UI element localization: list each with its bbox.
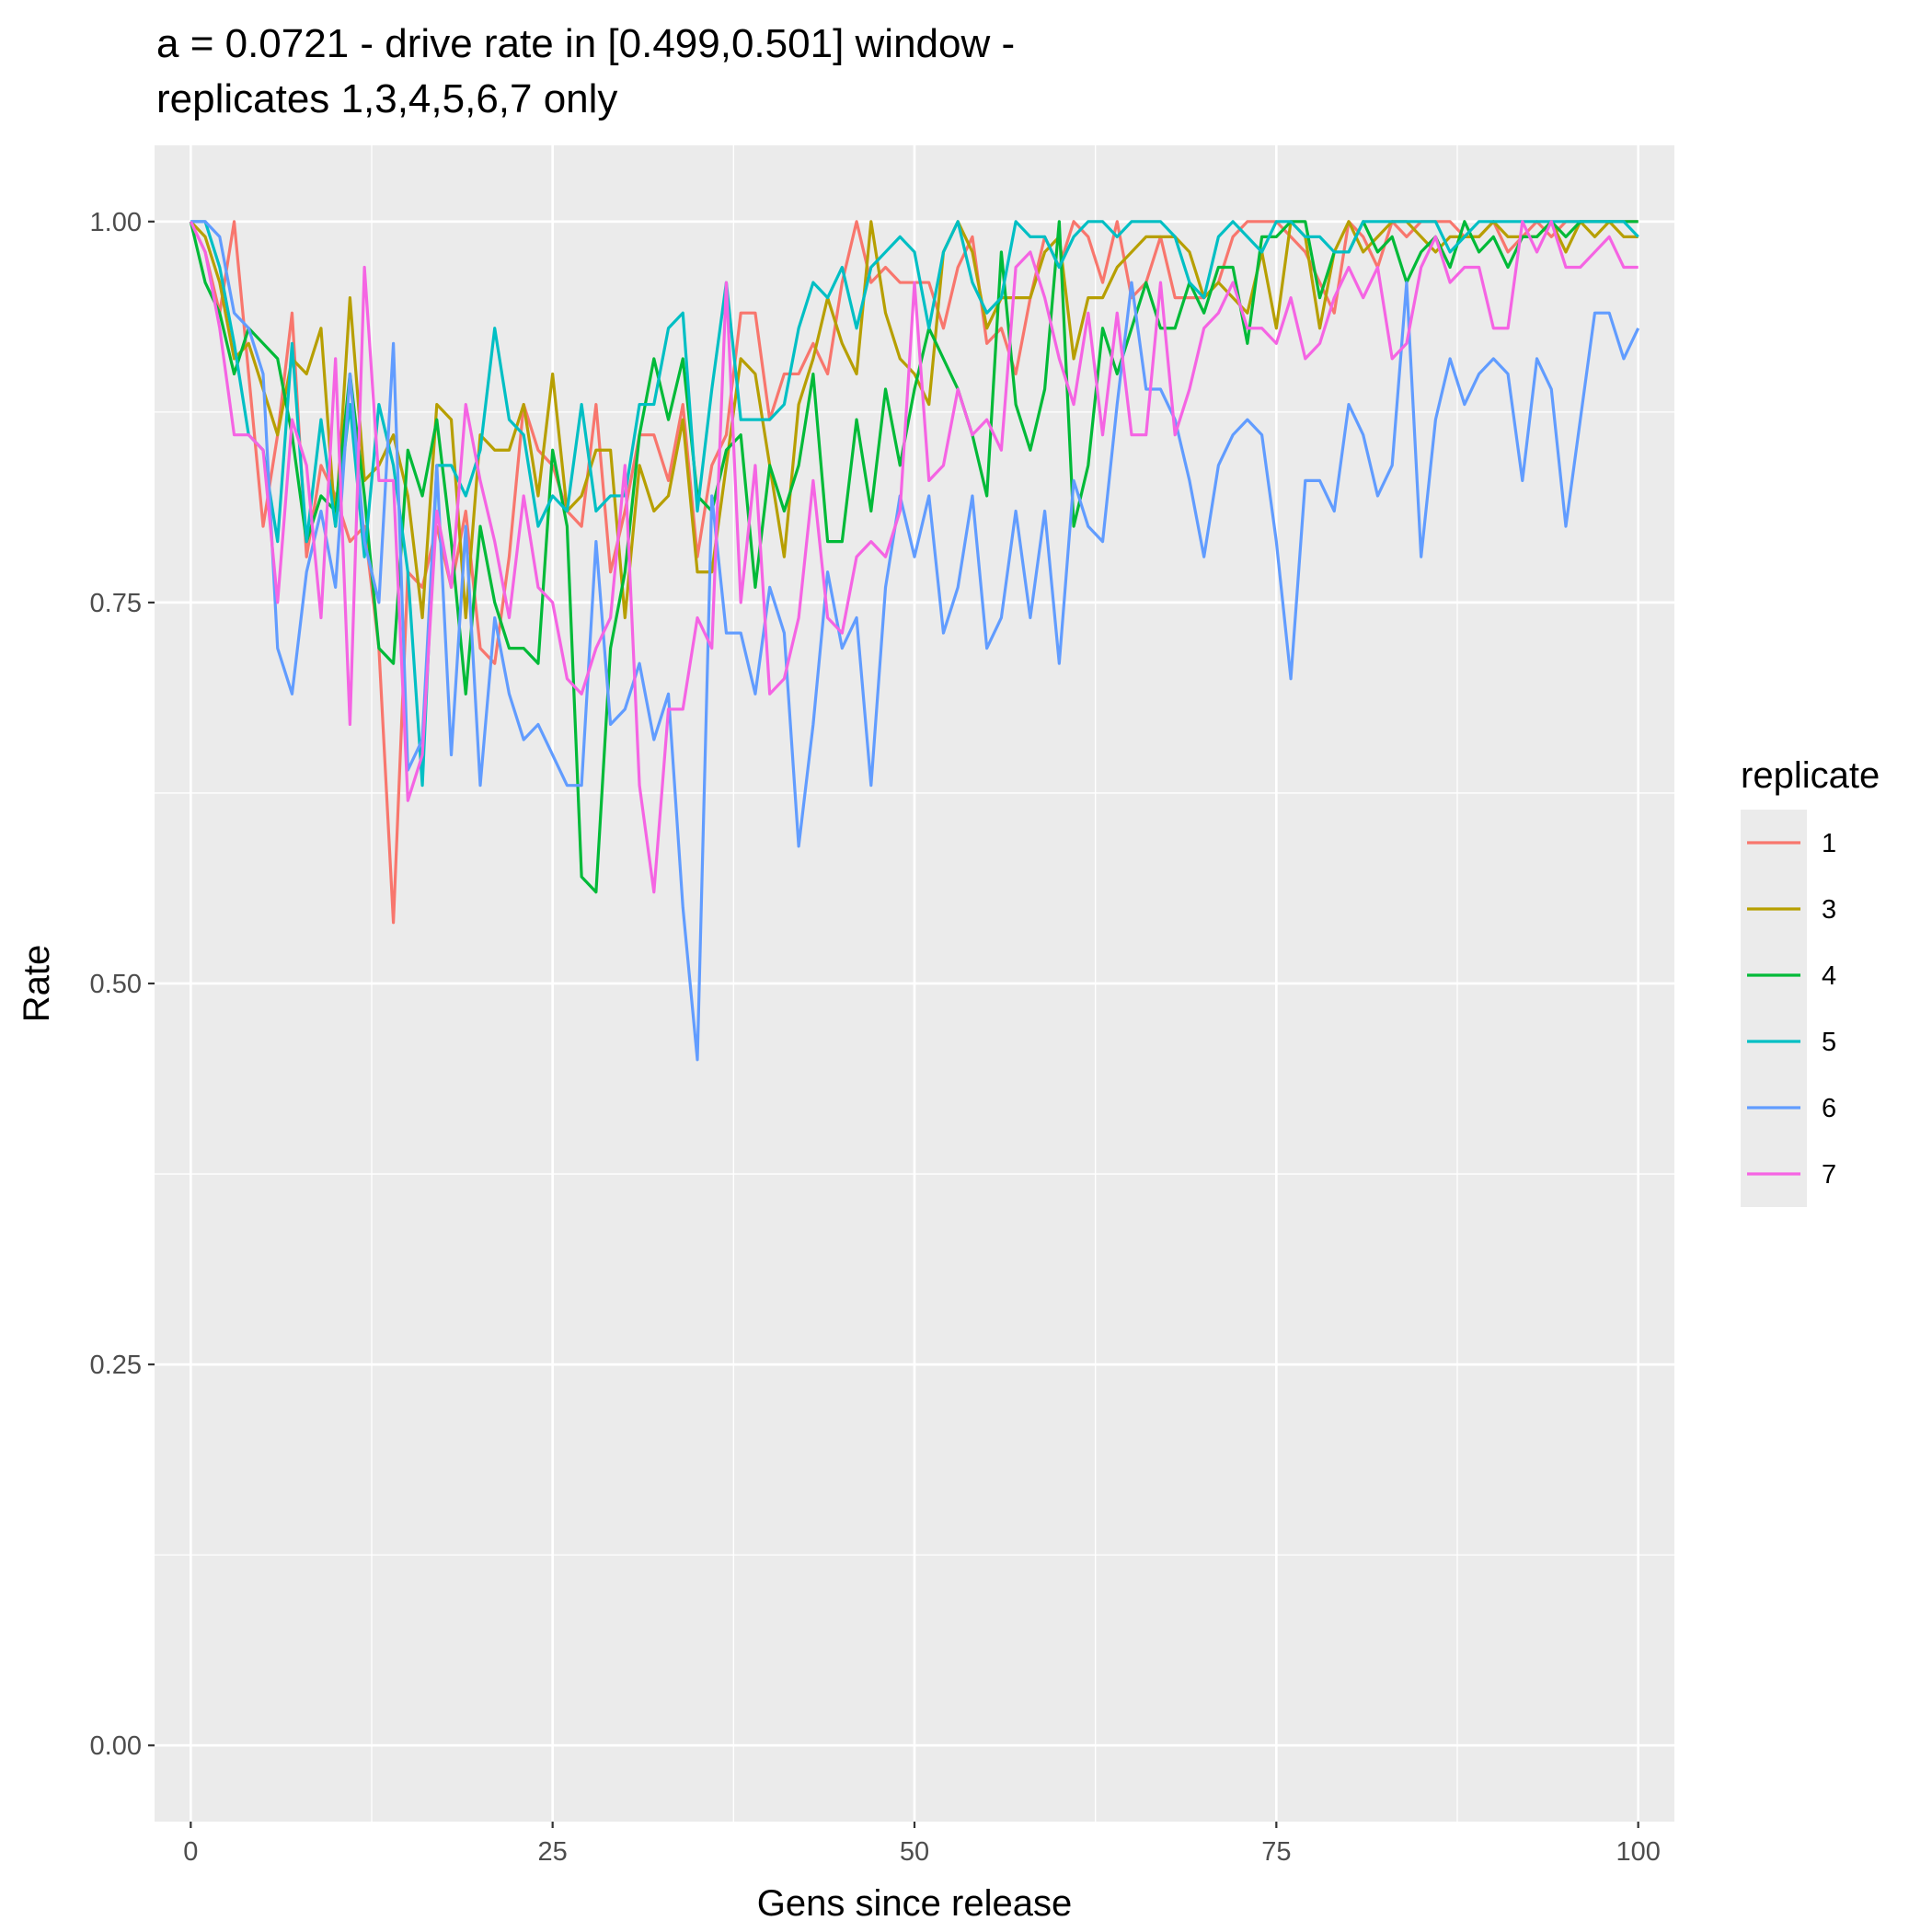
y-tick-label: 0.75 xyxy=(90,589,142,618)
legend-label-4: 4 xyxy=(1822,961,1836,991)
x-axis: 0 25 50 75 100 xyxy=(183,1822,1661,1867)
series-line-7 xyxy=(189,220,1639,894)
y-axis-title: Rate xyxy=(17,945,57,1023)
grid-major xyxy=(155,145,1674,1822)
chart-title: a = 0.0721 - drive rate in [0.499,0.501]… xyxy=(156,21,1015,66)
x-tick-label: 25 xyxy=(538,1837,568,1867)
x-axis-title: Gens since release xyxy=(757,1883,1072,1924)
chart-subtitle: replicates 1,3,4,5,6,7 only xyxy=(156,76,617,121)
legend: replicate 1 3 4 5 6 7 xyxy=(1741,755,1880,1207)
legend-label-6: 6 xyxy=(1822,1094,1836,1123)
y-tick-label: 1.00 xyxy=(90,208,142,237)
legend-label-7: 7 xyxy=(1822,1160,1836,1190)
y-tick-label: 0.00 xyxy=(90,1731,142,1761)
series-line-4 xyxy=(189,220,1639,894)
legend-keys: 1 3 4 5 6 7 xyxy=(1741,810,1836,1207)
y-axis: 0.00 0.25 0.50 0.75 1.00 xyxy=(90,208,155,1761)
legend-label-1: 1 xyxy=(1822,829,1836,858)
series-lines xyxy=(189,220,1640,1062)
x-tick-label: 0 xyxy=(183,1837,198,1867)
y-tick-label: 0.50 xyxy=(90,970,142,999)
legend-title: replicate xyxy=(1741,755,1880,796)
legend-label-5: 5 xyxy=(1822,1028,1836,1057)
legend-label-3: 3 xyxy=(1822,895,1836,925)
y-tick-label: 0.25 xyxy=(90,1351,142,1380)
series-line-6 xyxy=(190,220,1640,1062)
x-tick-label: 100 xyxy=(1616,1837,1660,1867)
x-tick-label: 50 xyxy=(900,1837,929,1867)
x-tick-label: 75 xyxy=(1261,1837,1291,1867)
